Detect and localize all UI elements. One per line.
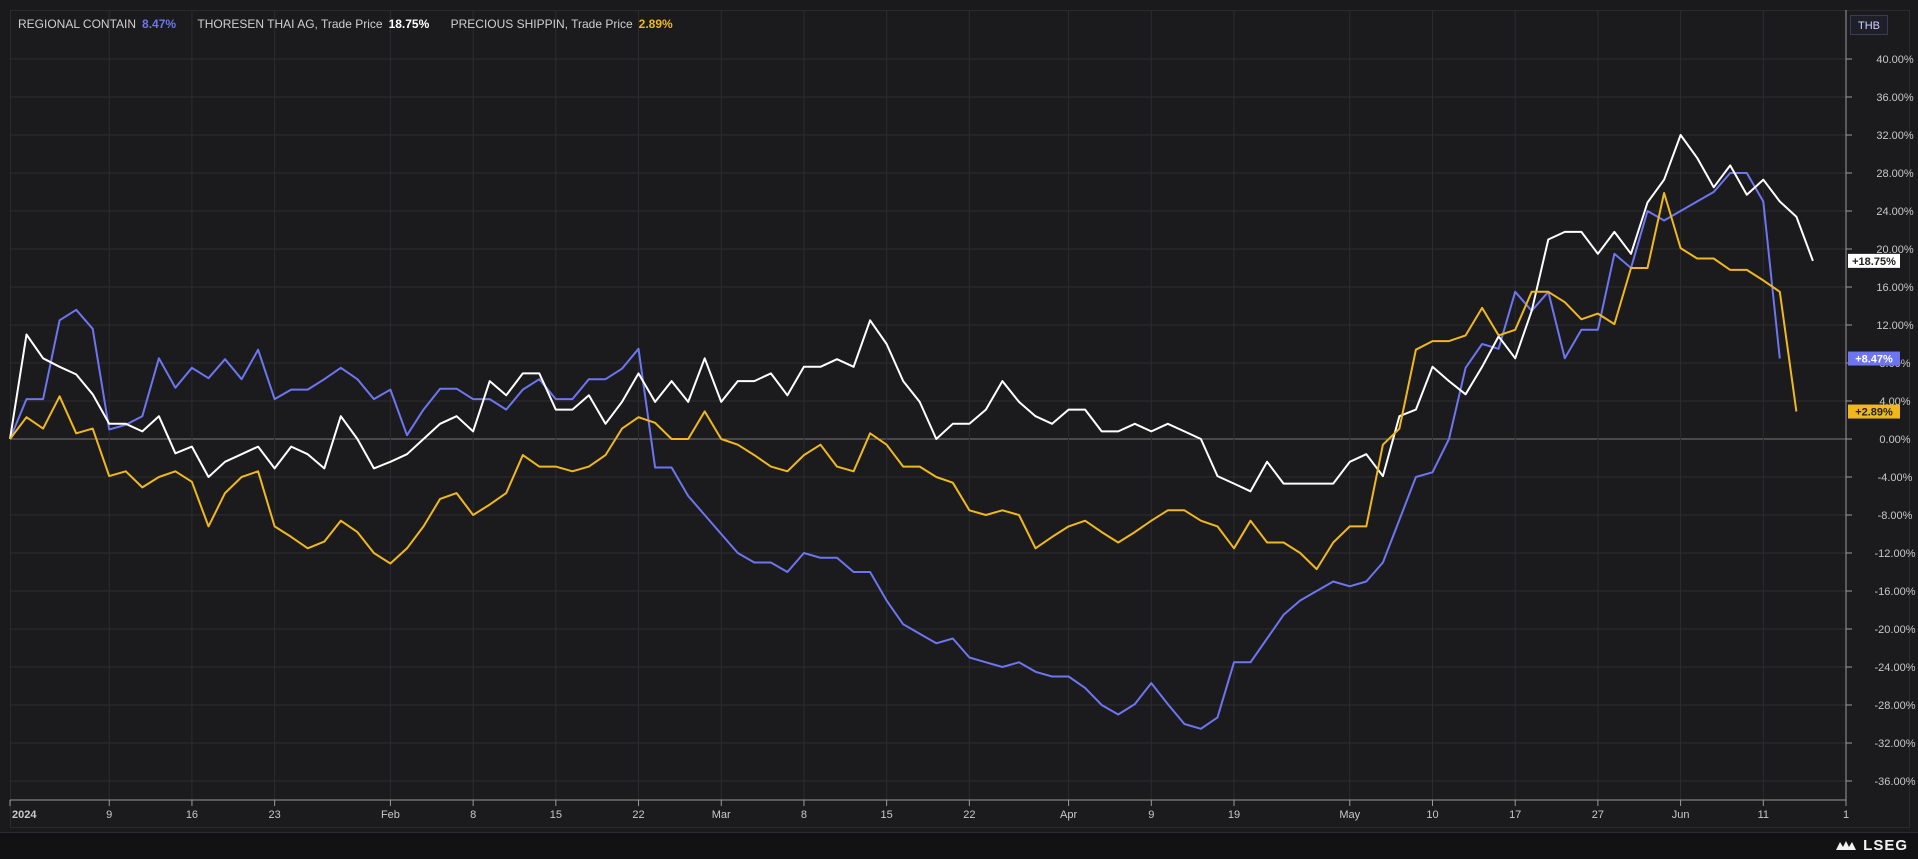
x-tick-label: Mar [712,809,731,821]
y-tick-label: -32.00% [1875,738,1916,750]
x-tick-label: 16 [186,809,198,821]
legend-value: 2.89% [638,17,673,31]
x-tick-label: 22 [963,809,975,821]
x-tick-label: Feb [381,809,400,821]
y-tick-label: 32.00% [1876,130,1914,142]
legend-name: THORESEN THAI AG, Trade Price [197,17,383,31]
lseg-mark-icon [1836,841,1857,851]
series-line-0 [9,172,1781,730]
series-line-2 [9,192,1798,571]
legend-name: REGIONAL CONTAIN [18,17,137,31]
x-tick-label: 8 [470,809,476,821]
footer-bar [0,832,1918,859]
x-tick-label: 17 [1509,809,1521,821]
x-tick-label: 19 [1228,809,1240,821]
y-tick-label: -8.00% [1878,510,1913,522]
x-tick-label: 23 [269,809,281,821]
y-tick-label: 28.00% [1876,168,1914,180]
x-tick-label: 8 [801,809,807,821]
legend-value: 8.47% [142,17,177,31]
legend-item-precious-shipping[interactable]: PRECIOUS SHIPPIN, Trade Price 2.89% [451,17,673,31]
y-tick-label: 36.00% [1876,92,1914,104]
legend-value: 18.75% [388,17,430,31]
y-tick-label: -12.00% [1875,548,1916,560]
currency-button[interactable]: THB [1850,15,1888,35]
end-value-label: +8.47% [1855,354,1893,366]
y-tick-label: -36.00% [1875,776,1916,788]
end-value-tag [1848,404,1900,419]
end-value-tag [1848,253,1900,268]
x-tick-label: 2024 [12,809,37,821]
x-tick-label: 10 [1426,809,1438,821]
chart-legend: REGIONAL CONTAIN 8.47% THORESEN THAI AG, … [18,17,691,31]
x-tick-label: 27 [1592,809,1604,821]
y-tick-label: 20.00% [1876,244,1914,256]
x-tick-label: 22 [632,809,644,821]
x-tick-label: 11 [1758,809,1769,821]
series-line-1 [9,134,1814,493]
y-tick-label: 40.00% [1876,54,1914,66]
plot-panel [10,10,1910,828]
y-tick-label: -16.00% [1875,586,1916,598]
brand-logo: LSEG [1835,837,1908,854]
x-tick-label: Jun [1672,809,1690,821]
legend-name: PRECIOUS SHIPPIN, Trade Price [450,17,633,31]
y-tick-label: 0.00% [1879,434,1910,446]
end-value-label: +2.89% [1855,407,1893,419]
end-value-label: +18.75% [1852,256,1896,268]
y-tick-label: -20.00% [1875,624,1916,636]
y-tick-label: 12.00% [1876,320,1914,332]
y-tick-label: -24.00% [1875,662,1916,674]
legend-item-regional-contain[interactable]: REGIONAL CONTAIN 8.47% [18,17,179,31]
y-tick-label: -28.00% [1875,700,1916,712]
legend-item-thoresen-thai[interactable]: THORESEN THAI AG, Trade Price 18.75% [197,17,432,31]
x-tick-label: 15 [881,809,893,821]
y-tick-label: -4.00% [1878,472,1913,484]
x-tick-label: 9 [106,809,112,821]
x-tick-label: 9 [1148,809,1154,821]
y-tick-label: 24.00% [1876,206,1914,218]
x-tick-label: Apr [1060,809,1077,821]
y-tick-label: 16.00% [1876,282,1914,294]
brand-text: LSEG [1863,837,1908,854]
end-value-tag [1848,351,1900,366]
x-tick-label: 1 [1843,809,1849,821]
x-tick-label: May [1339,809,1360,821]
x-tick-label: 15 [550,809,562,821]
